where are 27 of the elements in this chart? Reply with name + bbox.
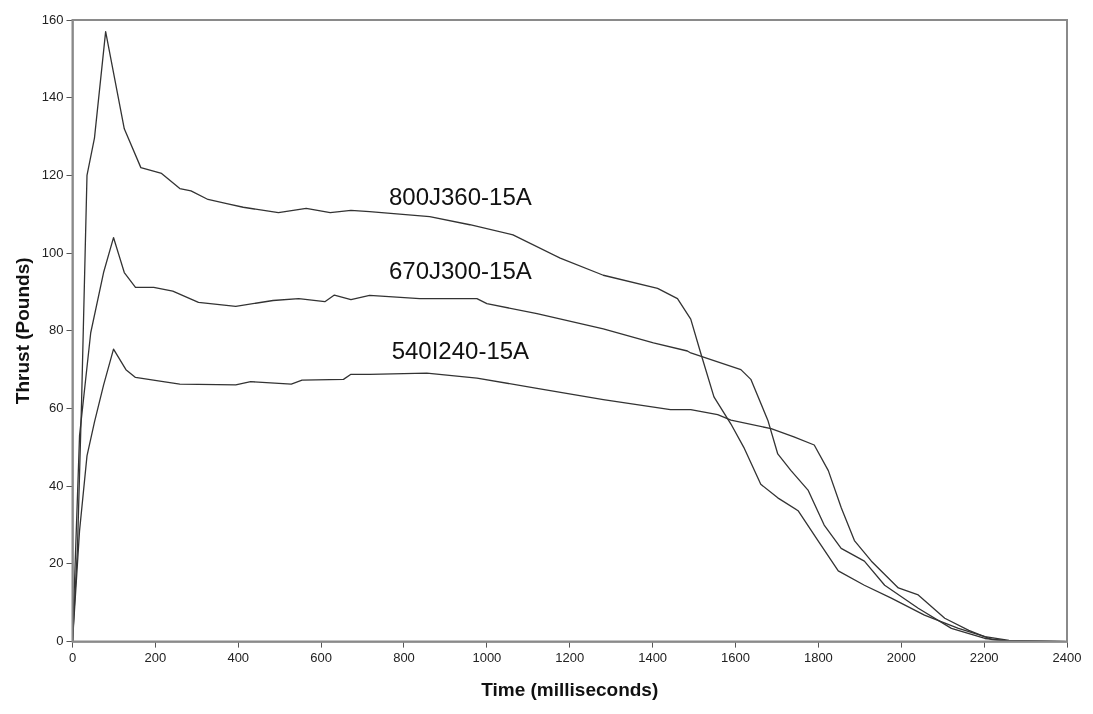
- y-tick-label: 120: [41, 166, 64, 182]
- x-tick-label: 1400: [638, 649, 668, 665]
- x-tick-label: 0: [68, 649, 77, 665]
- x-axis-title: Time (milliseconds): [481, 678, 659, 700]
- x-tick-label: 1800: [803, 649, 833, 665]
- y-tick-label: 140: [41, 89, 64, 105]
- x-tick-label: 200: [144, 649, 167, 665]
- y-tick-label: 0: [56, 633, 64, 649]
- x-tick-label: 400: [227, 649, 250, 665]
- y-tick-label: 100: [41, 244, 64, 260]
- y-tick-label: 80: [49, 322, 64, 338]
- series-label: 800J360-15A: [388, 183, 532, 211]
- x-tick-label: 2200: [969, 649, 999, 665]
- y-tick-label: 160: [41, 11, 64, 27]
- y-axis-title: Thrust (Pounds): [11, 257, 33, 405]
- x-tick-label: 2400: [1052, 649, 1082, 665]
- x-tick-label: 600: [310, 649, 332, 665]
- series-label: 540I240-15A: [391, 336, 530, 364]
- y-tick-label: 40: [49, 477, 64, 493]
- y-tick-label: 60: [49, 400, 64, 416]
- series-label: 670J300-15A: [388, 257, 532, 285]
- x-tick-label: 2000: [886, 649, 916, 665]
- x-tick-label: 1200: [555, 649, 585, 665]
- x-tick-label: 800: [393, 649, 415, 665]
- y-tick-label: 20: [49, 555, 64, 571]
- x-tick-label: 1000: [472, 649, 502, 665]
- x-tick-label: 1600: [721, 649, 750, 665]
